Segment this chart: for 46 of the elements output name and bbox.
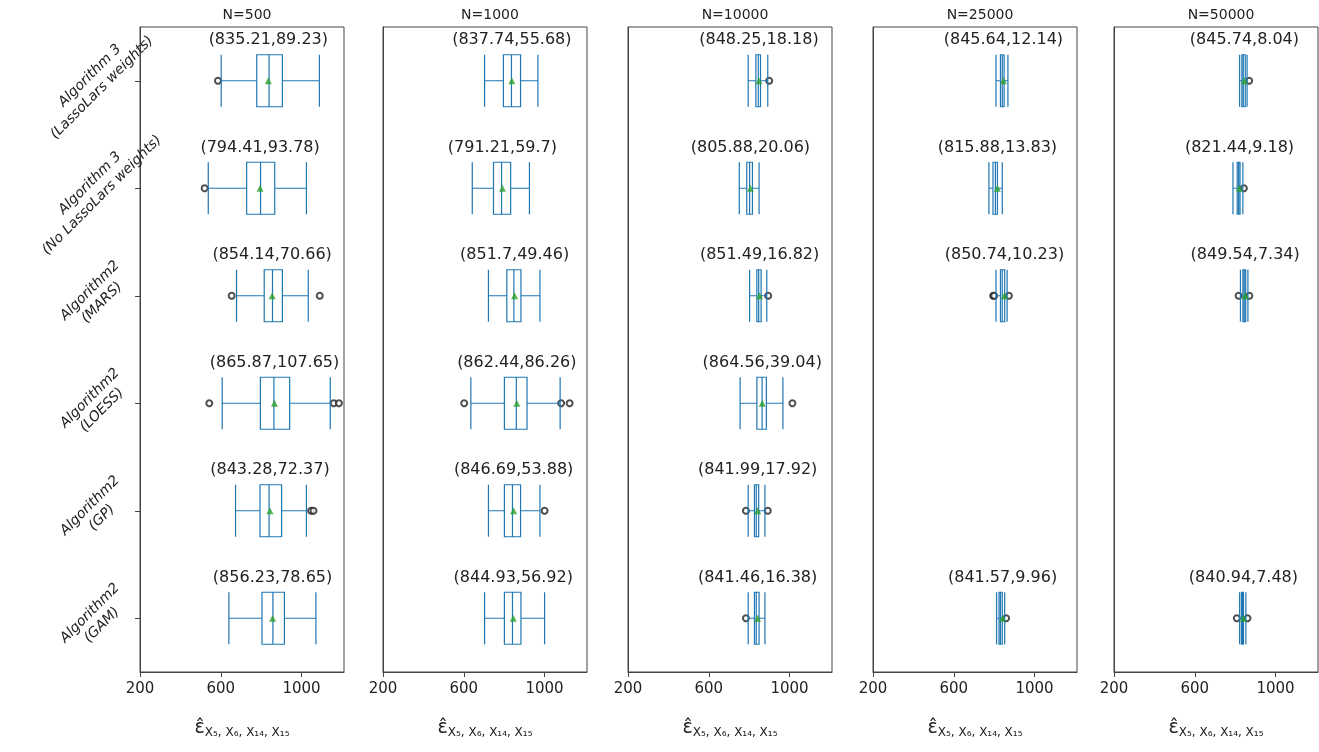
x-tick-label: 600 [206, 678, 236, 697]
x-tick-label: 200 [613, 678, 643, 697]
x-tick-label: 1000 [525, 678, 564, 697]
annotation: (845.64,12.14) [943, 29, 1064, 49]
chart-title: N=500 [222, 6, 272, 22]
annotation: (843.28,72.37) [210, 459, 330, 479]
x-tick-label: 600 [939, 678, 969, 697]
annotation: (837.74,55.68) [452, 29, 572, 49]
x-tick-label: 200 [1099, 678, 1129, 697]
x-tick-label: 200 [368, 678, 398, 697]
annotation: (851.49,16.82) [699, 244, 820, 264]
x-tick-label: 600 [1180, 678, 1210, 697]
annotation: (815.88,13.83) [937, 136, 1058, 156]
annotation: (846.69,53.88) [453, 459, 574, 479]
annotation: (841.57,9.96) [947, 566, 1058, 586]
x-tick-label: 600 [449, 678, 479, 697]
x-tick-label: 1000 [1015, 678, 1054, 697]
x-tick-label: 1000 [1256, 678, 1295, 697]
x-tick-label: 200 [125, 678, 155, 697]
annotation: (840.94,7.48) [1188, 566, 1299, 586]
chart-title: N=50000 [1187, 6, 1255, 22]
chart-title: N=25000 [946, 6, 1014, 22]
annotation: (794.41,93.78) [200, 136, 320, 156]
x-tick-label: 1000 [770, 678, 809, 697]
annotation: (791.21,59.7) [447, 136, 558, 156]
annotation: (845.74,8.04) [1189, 29, 1300, 49]
annotation: (864.56,39.04) [702, 351, 822, 371]
annotation: (821.44,9.18) [1184, 136, 1295, 156]
annotation: (856.23,78.65) [212, 566, 333, 586]
annotation: (844.93,56.92) [453, 566, 573, 586]
annotation: (848.25,18.18) [699, 29, 819, 49]
annotation: (841.46,16.38) [697, 566, 818, 586]
annotation: (835.21,89.23) [208, 29, 328, 49]
chart-title: N=10000 [701, 6, 769, 22]
annotation: (805.88,20.06) [690, 136, 811, 156]
x-tick-label: 1000 [282, 678, 321, 697]
x-tick-label: 200 [858, 678, 888, 697]
annotation: (862.44,86.26) [457, 351, 577, 371]
chart-title: N=1000 [461, 6, 519, 22]
annotation: (851.7,49.46) [460, 244, 570, 264]
x-tick-label: 600 [694, 678, 724, 697]
annotation: (865.87,107.65) [209, 351, 340, 371]
annotation: (850.74,10.23) [944, 244, 1065, 264]
annotation: (849.54,7.34) [1190, 244, 1300, 264]
annotation: (854.14,70.66) [212, 244, 332, 264]
annotation: (841.99,17.92) [697, 459, 818, 479]
